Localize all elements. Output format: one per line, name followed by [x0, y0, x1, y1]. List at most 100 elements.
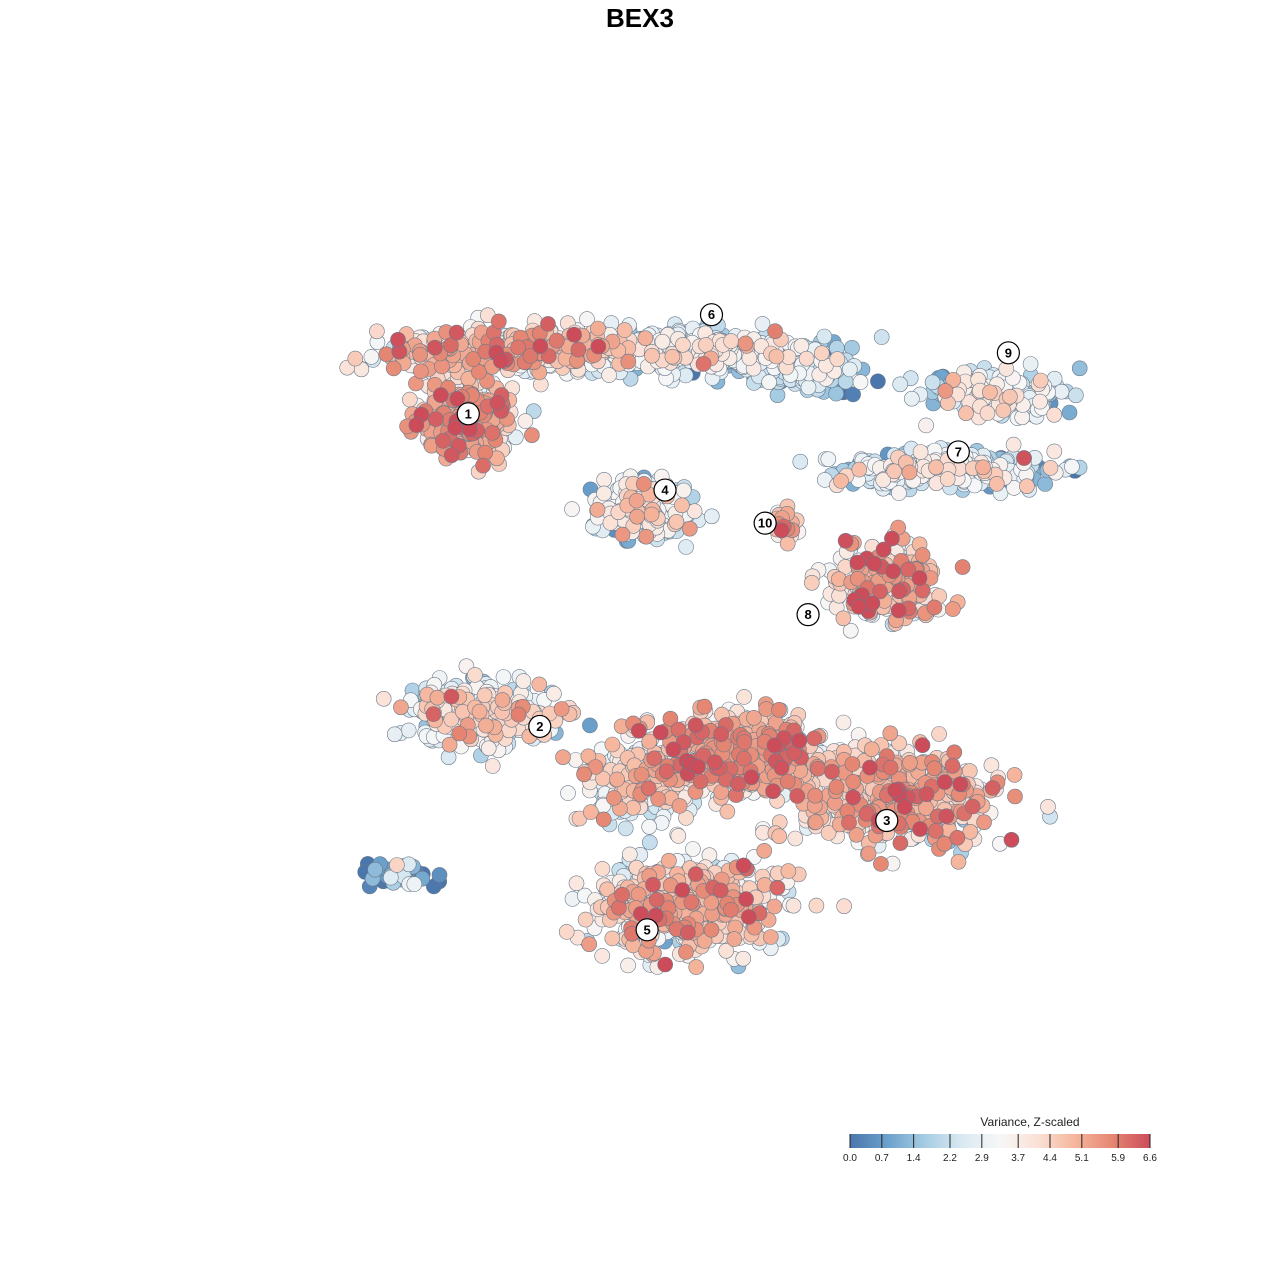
- cell-point: [816, 328, 833, 345]
- cell-point: [640, 780, 657, 797]
- cell-point: [382, 869, 399, 886]
- cell-point: [443, 447, 460, 464]
- cell-point: [808, 897, 825, 914]
- cell-point: [927, 823, 944, 839]
- cell-point: [670, 828, 687, 844]
- cell-point: [949, 829, 966, 846]
- cell-point: [791, 732, 808, 749]
- cell-point: [570, 341, 587, 358]
- cell-point: [901, 464, 918, 481]
- cell-point: [1053, 383, 1070, 400]
- cell-point: [555, 749, 571, 766]
- cell-point: [484, 425, 501, 441]
- cell-point: [560, 785, 576, 801]
- cell-point: [988, 475, 1005, 492]
- cell-point: [945, 601, 961, 617]
- cell-point: [891, 583, 907, 600]
- cell-point: [695, 356, 712, 372]
- cell-point: [936, 774, 953, 790]
- cell-point: [735, 857, 752, 874]
- cell-point: [564, 501, 580, 517]
- cell-point: [703, 508, 720, 525]
- cell-point: [762, 929, 779, 945]
- cell-point: [475, 457, 491, 474]
- cell-point: [995, 402, 1012, 419]
- cell-point: [581, 936, 598, 953]
- cell-point: [579, 311, 595, 327]
- cell-point: [594, 861, 611, 877]
- cell-point: [425, 706, 442, 722]
- cell-point: [375, 690, 392, 707]
- cell-point: [576, 766, 592, 783]
- cell-point: [723, 333, 739, 349]
- cell-point: [657, 956, 674, 973]
- chart-title: BEX3: [606, 3, 674, 33]
- cell-point: [712, 882, 729, 899]
- cell-point: [637, 330, 654, 347]
- cell-point: [429, 689, 446, 706]
- cell-point: [630, 722, 647, 739]
- cell-point: [976, 814, 992, 831]
- cell-point: [912, 821, 928, 837]
- cell-point: [594, 948, 611, 964]
- cell-point: [952, 776, 969, 793]
- cell-point: [517, 413, 534, 429]
- cell-point: [400, 722, 417, 739]
- cell-point: [643, 506, 660, 523]
- cluster-label-4: 4: [653, 478, 677, 502]
- cell-point: [688, 959, 705, 975]
- cell-point: [896, 799, 913, 815]
- cell-point: [761, 374, 777, 391]
- cell-point: [646, 750, 663, 767]
- cell-point: [675, 336, 691, 353]
- cell-point: [540, 316, 556, 332]
- cell-point: [918, 786, 935, 803]
- cell-point: [633, 766, 650, 783]
- cell-point: [828, 779, 845, 795]
- cell-point: [451, 725, 468, 742]
- cell-point: [447, 419, 464, 436]
- cell-point: [785, 897, 802, 914]
- cell-point: [713, 726, 729, 743]
- cell-point: [510, 706, 527, 723]
- cell-point: [611, 899, 627, 916]
- cell-point: [467, 667, 483, 683]
- cell-point: [912, 444, 929, 460]
- cell-point: [938, 808, 955, 825]
- cell-point: [975, 459, 991, 476]
- cell-point: [950, 853, 967, 870]
- cell-point: [510, 339, 526, 356]
- cell-point: [845, 386, 861, 403]
- cell-point: [849, 554, 866, 571]
- colorbar-gradient: [850, 1134, 1150, 1148]
- cell-point: [723, 901, 739, 918]
- cell-point: [780, 863, 797, 879]
- cell-point: [674, 497, 690, 514]
- cell-point: [792, 453, 809, 470]
- cell-point: [738, 891, 754, 907]
- cell-point: [435, 433, 451, 449]
- cell-point: [635, 476, 652, 492]
- cell-point: [862, 759, 878, 776]
- cell-point: [621, 846, 638, 863]
- cell-point: [427, 339, 443, 356]
- cell-point: [628, 492, 645, 509]
- cell-point: [807, 787, 824, 804]
- cell-point: [813, 345, 830, 362]
- cell-point: [845, 773, 862, 790]
- cell-point: [1007, 788, 1023, 805]
- cell-point: [648, 891, 665, 908]
- cell-point: [756, 842, 773, 859]
- cell-point: [589, 501, 606, 518]
- cluster-label-8: 8: [796, 603, 820, 627]
- cell-point: [964, 798, 981, 815]
- cell-point: [887, 782, 904, 799]
- cell-point: [836, 898, 852, 915]
- cell-point: [609, 771, 625, 788]
- cell-point: [914, 737, 931, 754]
- cell-point: [590, 338, 607, 355]
- cell-point: [841, 361, 858, 378]
- cluster-label-3: 3: [875, 808, 899, 833]
- cell-point: [719, 803, 736, 820]
- colorbar-tick-label: 0.7: [875, 1153, 889, 1164]
